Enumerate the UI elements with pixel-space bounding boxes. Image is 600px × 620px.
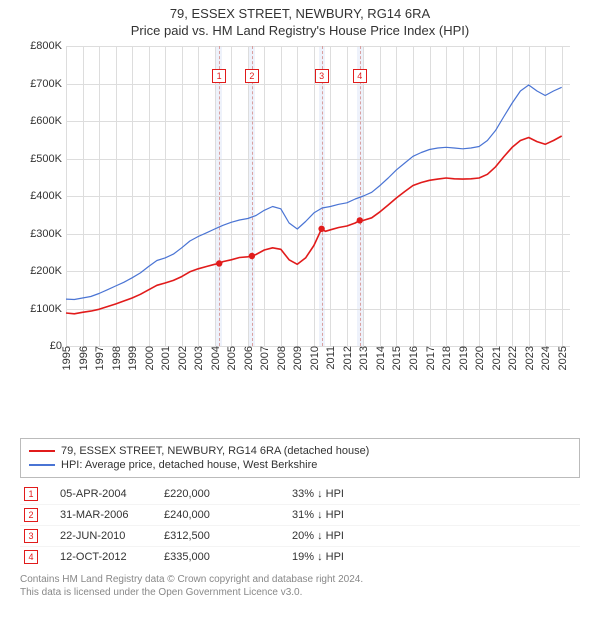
sale-row-price: £335,000 [164,551,284,563]
sales-table: 1 05-APR-2004 £220,000 33% ↓ HPI 2 31-MAR-200… [20,484,580,567]
sale-row-marker: 3 [24,529,38,543]
sale-row-delta: 19% ↓ HPI [292,551,576,563]
xtick-label: 2015 [389,346,403,370]
sale-row-marker: 2 [24,508,38,522]
xtick-label: 2007 [257,346,271,370]
xtick-label: 2025 [555,346,569,370]
legend: 79, ESSEX STREET, NEWBURY, RG14 6RA (det… [20,438,580,478]
footnote-line-2: This data is licensed under the Open Gov… [20,586,580,599]
xtick-label: 2011 [323,346,337,370]
ytick-label: £200K [30,265,66,277]
sale-row-date: 05-APR-2004 [46,488,156,500]
plot-svg [66,46,570,346]
legend-swatch [29,464,55,466]
sale-row-marker: 1 [24,487,38,501]
xtick-label: 2008 [274,346,288,370]
xtick-label: 2000 [142,346,156,370]
xtick-label: 1999 [125,346,139,370]
xtick-label: 2024 [538,346,552,370]
sale-row-price: £312,500 [164,530,284,542]
series-property-line [66,136,562,314]
xtick-label: 2016 [406,346,420,370]
sale-point [249,253,255,259]
sale-row: 1 05-APR-2004 £220,000 33% ↓ HPI [20,484,580,504]
xtick-label: 2022 [505,346,519,370]
sale-row-date: 12-OCT-2012 [46,551,156,563]
sale-row: 4 12-OCT-2012 £335,000 19% ↓ HPI [20,546,580,567]
xtick-label: 1997 [92,346,106,370]
xtick-label: 2006 [241,346,255,370]
xtick-label: 1995 [59,346,73,370]
title-subtitle: Price paid vs. HM Land Registry's House … [8,23,592,38]
xtick-label: 2010 [307,346,321,370]
xtick-label: 2013 [356,346,370,370]
ytick-label: £800K [30,40,66,52]
sale-row-date: 22-JUN-2010 [46,530,156,542]
sale-point [216,260,222,266]
legend-label: HPI: Average price, detached house, West… [61,459,317,471]
xtick-label: 2021 [489,346,503,370]
sale-row: 2 31-MAR-2006 £240,000 31% ↓ HPI [20,504,580,525]
xtick-label: 2017 [423,346,437,370]
legend-label: 79, ESSEX STREET, NEWBURY, RG14 6RA (det… [61,445,369,457]
sale-row-delta: 33% ↓ HPI [292,488,576,500]
ytick-label: £100K [30,303,66,315]
xtick-label: 2012 [340,346,354,370]
title-address: 79, ESSEX STREET, NEWBURY, RG14 6RA [8,6,592,21]
legend-row: 79, ESSEX STREET, NEWBURY, RG14 6RA (det… [29,445,571,457]
sale-row-delta: 20% ↓ HPI [292,530,576,542]
ytick-label: £500K [30,153,66,165]
xtick-label: 2002 [175,346,189,370]
xtick-label: 2005 [224,346,238,370]
xtick-label: 2019 [456,346,470,370]
chart: £0£100K£200K£300K£400K£500K£600K£700K£80… [20,42,580,392]
xtick-label: 2020 [472,346,486,370]
ytick-label: £700K [30,78,66,90]
xtick-label: 1998 [109,346,123,370]
ytick-label: £600K [30,115,66,127]
sale-row: 3 22-JUN-2010 £312,500 20% ↓ HPI [20,525,580,546]
xtick-label: 2004 [208,346,222,370]
xtick-label: 2001 [158,346,172,370]
xtick-label: 2023 [522,346,536,370]
sale-row-marker: 4 [24,550,38,564]
footnote: Contains HM Land Registry data © Crown c… [20,573,580,599]
xtick-label: 2014 [373,346,387,370]
legend-swatch [29,450,55,452]
ytick-label: £300K [30,228,66,240]
footnote-line-1: Contains HM Land Registry data © Crown c… [20,573,580,586]
legend-row: HPI: Average price, detached house, West… [29,459,571,471]
sale-row-price: £240,000 [164,509,284,521]
xtick-label: 2009 [290,346,304,370]
sale-row-delta: 31% ↓ HPI [292,509,576,521]
sale-row-price: £220,000 [164,488,284,500]
xtick-label: 1996 [76,346,90,370]
xtick-label: 2018 [439,346,453,370]
sale-point [318,226,324,232]
series-hpi-line [66,85,562,300]
ytick-label: £400K [30,190,66,202]
sale-point [357,217,363,223]
sale-row-date: 31-MAR-2006 [46,509,156,521]
xtick-label: 2003 [191,346,205,370]
